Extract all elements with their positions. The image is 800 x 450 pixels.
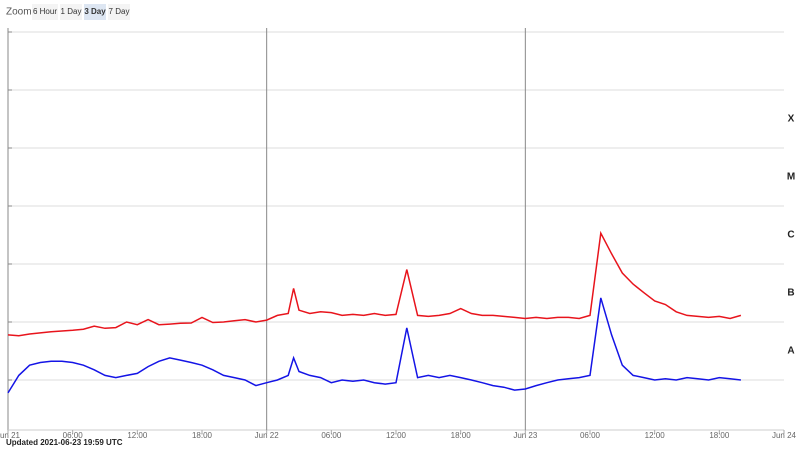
x-tick-label: 18:00 [451,431,472,440]
x-tick-label: 12:00 [386,431,407,440]
x-tick-label: 06:00 [63,431,84,440]
zoom-button[interactable] [108,4,130,20]
x-tick-label: 12:00 [645,431,666,440]
zoom-button-label[interactable]: 7 Day [109,7,130,16]
x-tick-label: 06:00 [321,431,342,440]
flux-line [7,297,741,394]
footer: Updated 2021-06-23 19:59 UTC [6,438,123,447]
zoom-button-label[interactable]: 3 Day [84,7,106,16]
x-tick-label: Jun 23 [513,431,538,440]
x-tick-label: Jun 21 [0,431,21,440]
zoom-button[interactable] [84,4,106,20]
zoom-button[interactable] [32,4,58,20]
x-tick-label: Jun 24 [772,431,797,440]
x-tick-label: 12:00 [127,431,148,440]
flare-class-label: B [787,288,794,299]
flux-line [7,230,742,337]
x-tick-label: 18:00 [709,431,730,440]
x-tick-label: 18:00 [192,431,213,440]
zoom-label: Zoom [6,7,32,18]
x-tick-label: 06:00 [580,431,601,440]
x-tick-label: Jun 22 [255,431,280,440]
zoom-button-label[interactable]: 1 Day [61,7,82,16]
flare-class-label: A [787,346,794,357]
flare-class-label: X [788,114,795,125]
flare-class-label: C [787,230,794,241]
flare-class-label: M [787,172,795,183]
zoom-button[interactable] [60,4,82,20]
zoom-button-label[interactable]: 6 Hour [33,7,57,16]
